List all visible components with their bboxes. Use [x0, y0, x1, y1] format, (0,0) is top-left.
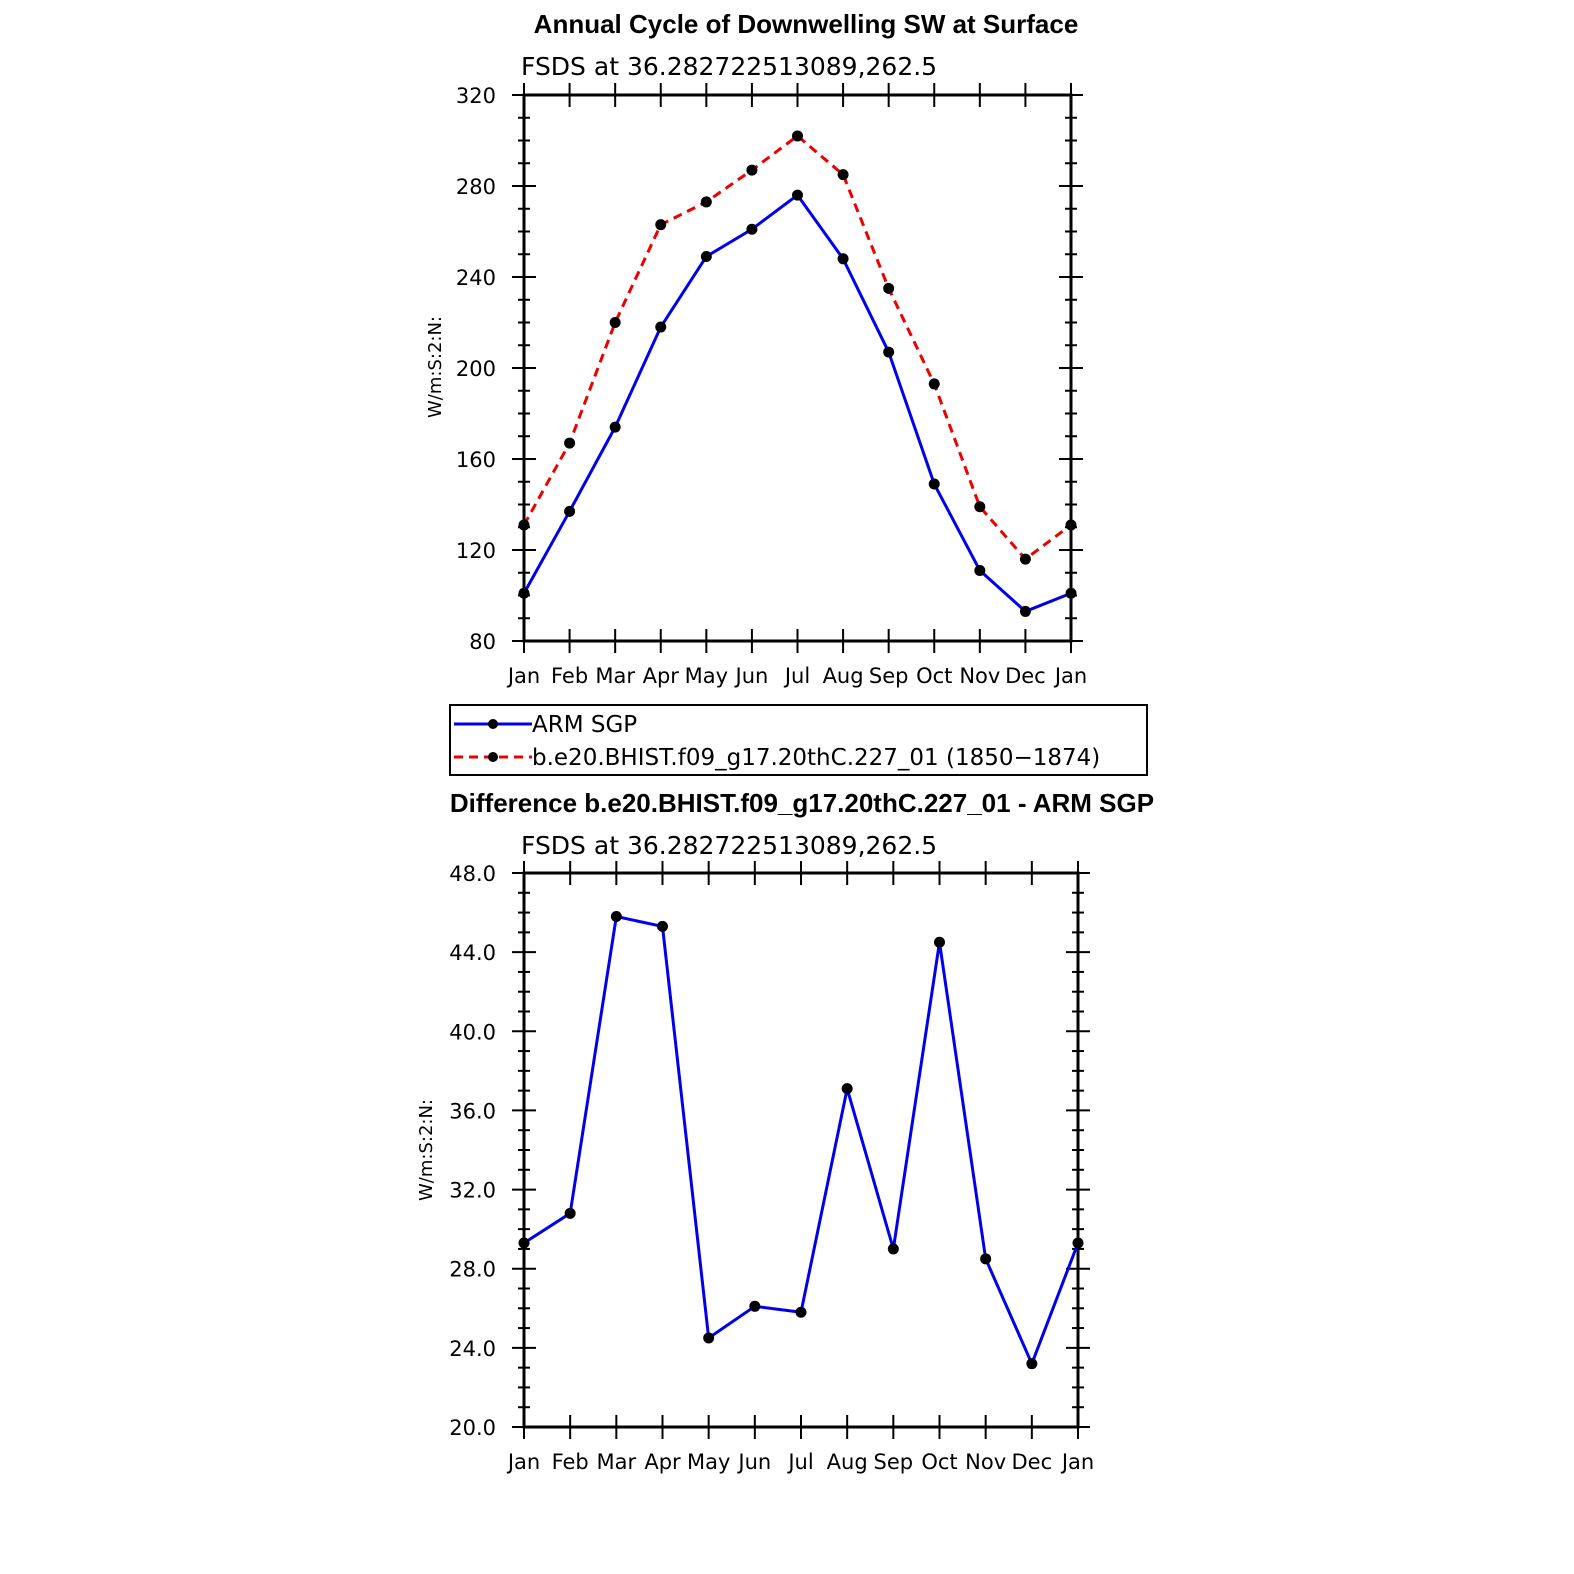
x-tick-label: Aug	[827, 1450, 868, 1474]
x-tick-label: Jul	[783, 664, 810, 688]
y-tick-label: 200	[456, 357, 496, 381]
difference-chart-subtitle: FSDS at 36.282722513089,262.5	[521, 831, 937, 860]
x-tick-label: Jul	[786, 1450, 813, 1474]
legend-marker-arm-sgp	[488, 719, 498, 729]
series-0-point	[934, 936, 945, 948]
series-1-point	[700, 196, 712, 208]
y-tick-label: 32.0	[449, 1179, 496, 1203]
legend: ARM SGP b.e20.BHIST.f09_g17.20thC.227_01…	[449, 704, 1148, 776]
difference-y-axis-label: W/m:S:2:N:	[416, 1099, 437, 1201]
chart-title: Annual Cycle of Downwelling SW at Surfac…	[534, 9, 1079, 39]
x-tick-label: Jan	[506, 1450, 540, 1474]
x-tick-label: Jun	[736, 1450, 771, 1474]
x-tick-label: Apr	[644, 1450, 681, 1474]
plot-frame	[522, 93, 1073, 643]
series-0-point	[564, 505, 576, 517]
y-tick-label: 24.0	[449, 1337, 496, 1361]
series-0-point	[518, 587, 530, 599]
x-tick-label: Jan	[1053, 664, 1087, 688]
y-tick-label: 320	[456, 84, 496, 108]
series-1-point	[1019, 553, 1031, 565]
series-line-0	[523, 915, 1080, 1366]
series-0-point	[795, 1306, 807, 1318]
x-tick-label: Apr	[643, 664, 680, 688]
series-0-point	[518, 1237, 530, 1249]
legend-box	[449, 704, 1148, 776]
difference-panel: Difference b.e20.BHIST.f09_g17.20thC.227…	[416, 788, 1154, 1474]
x-tick-label: Mar	[595, 664, 635, 688]
series-0-point	[746, 223, 758, 235]
series-0-point	[657, 920, 668, 932]
chart-subtitle: FSDS at 36.282722513089,262.5	[521, 52, 937, 81]
series-0-point	[700, 251, 712, 263]
series-0-point	[1026, 1358, 1038, 1370]
series-0-point	[841, 1083, 853, 1095]
series-0-point	[887, 1243, 899, 1255]
series-0-point	[703, 1332, 715, 1344]
series-0-point	[928, 478, 940, 490]
y-tick-label: 240	[456, 266, 496, 290]
legend-marker-model	[488, 752, 498, 762]
series-0-point	[655, 321, 667, 333]
series-0-point	[564, 1207, 576, 1219]
y-tick-label: 28.0	[449, 1258, 496, 1282]
y-tick-label: 44.0	[449, 941, 496, 965]
y-tick-label: 48.0	[449, 862, 496, 886]
legend-label-model: b.e20.BHIST.f09_g17.20thC.227_01 (1850−1…	[532, 745, 1100, 771]
series-0-point	[980, 1253, 992, 1265]
legend-label-arm-sgp: ARM SGP	[532, 712, 637, 738]
y-tick-label: 160	[456, 448, 496, 472]
x-tick-label: Jan	[506, 664, 540, 688]
x-tick-label: Feb	[552, 1450, 589, 1474]
x-tick-label: Mar	[597, 1450, 637, 1474]
x-tick-label: Jan	[1060, 1450, 1094, 1474]
series-0-point	[883, 346, 895, 358]
annual-cycle-panel: Annual Cycle of Downwelling SW at Surfac…	[425, 9, 1087, 688]
plot-frame	[522, 871, 1080, 1429]
series-0-point	[609, 421, 621, 433]
series-0-point	[1019, 605, 1031, 617]
x-tick-label: Nov	[965, 1450, 1006, 1474]
x-tick-label: Nov	[959, 664, 1000, 688]
series-0-point	[837, 253, 849, 265]
series-1-point	[928, 378, 940, 390]
series-1-point	[518, 519, 530, 531]
x-tick-label: Oct	[921, 1450, 957, 1474]
y-tick-label: 120	[456, 539, 496, 563]
x-tick-label: Dec	[1012, 1450, 1053, 1474]
series-1-point	[883, 282, 895, 294]
y-axis-label: W/m:S:2:N:	[425, 316, 446, 418]
series-1-point	[974, 501, 986, 513]
series-1-point	[655, 219, 667, 231]
y-tick-label: 280	[456, 175, 496, 199]
series-1-point	[564, 437, 576, 449]
series-1-point	[837, 169, 849, 181]
series-0-point	[1072, 1237, 1084, 1249]
series-0-point	[1065, 587, 1077, 599]
difference-chart-title: Difference b.e20.BHIST.f09_g17.20thC.227…	[450, 788, 1154, 818]
series-0-point	[610, 911, 622, 923]
x-tick-label: Dec	[1005, 664, 1046, 688]
series-1-point	[609, 317, 621, 328]
y-tick-label: 36.0	[449, 1099, 496, 1123]
series-0-point	[974, 564, 986, 576]
x-tick-label: Sep	[874, 1450, 914, 1474]
x-tick-label: Feb	[551, 664, 588, 688]
x-tick-label: Jun	[734, 664, 769, 688]
x-tick-label: Sep	[869, 664, 909, 688]
series-1-point	[1065, 519, 1077, 531]
y-tick-label: 80	[469, 630, 496, 654]
series-1-point	[792, 130, 803, 142]
series-1-point	[746, 164, 758, 176]
x-tick-label: May	[687, 1450, 730, 1474]
x-tick-label: Aug	[823, 664, 864, 688]
x-tick-label: May	[685, 664, 728, 688]
series-line-0	[522, 193, 1072, 613]
x-tick-label: Oct	[916, 664, 952, 688]
y-tick-label: 40.0	[449, 1020, 496, 1044]
series-0-point	[749, 1300, 761, 1312]
series-0-point	[792, 189, 803, 201]
y-tick-label: 20.0	[449, 1416, 496, 1440]
